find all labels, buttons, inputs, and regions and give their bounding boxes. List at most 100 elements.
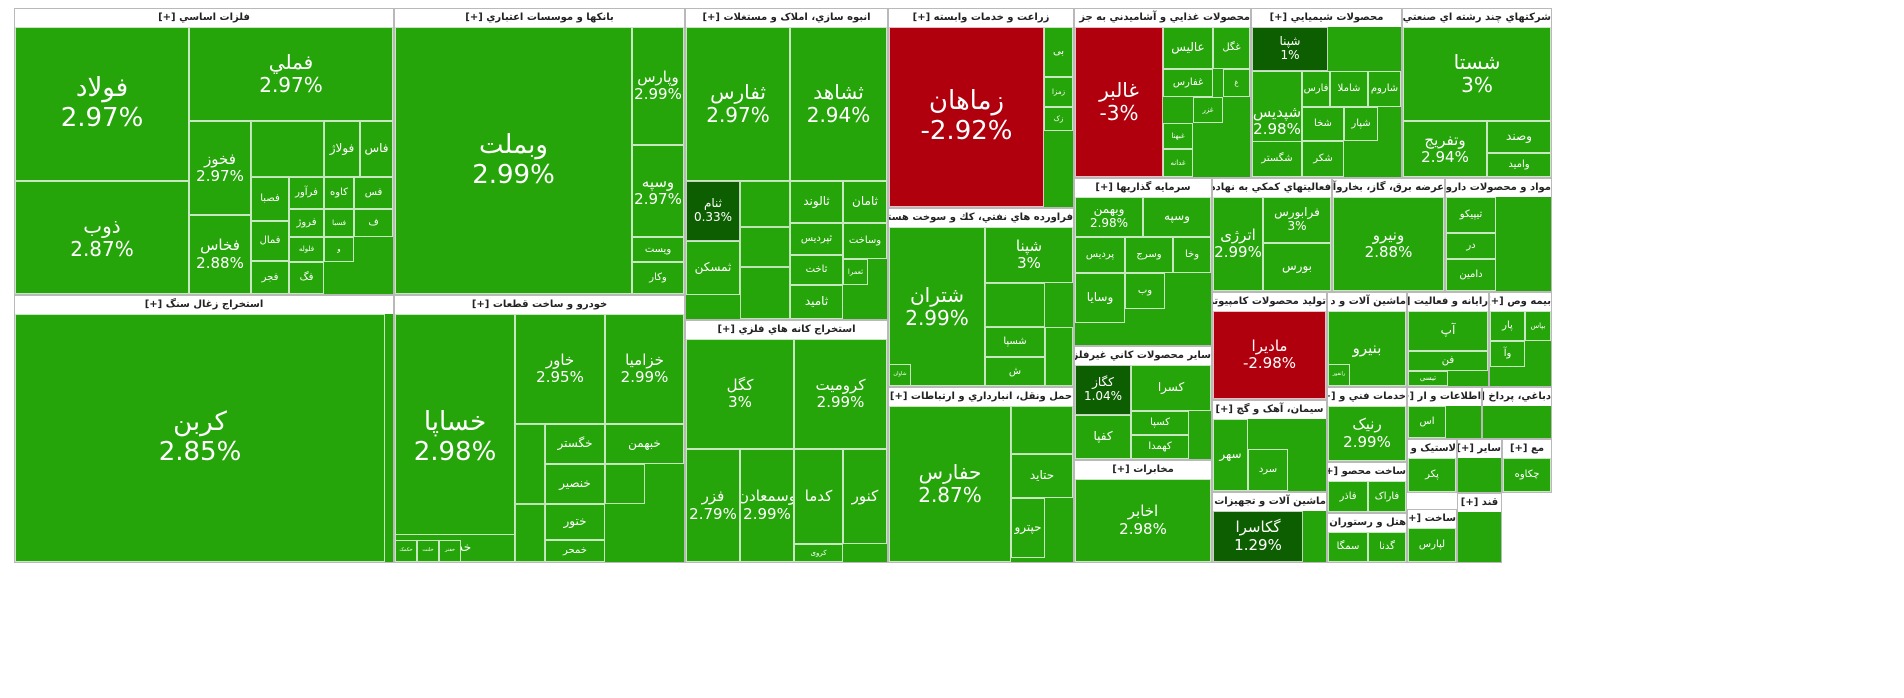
expand-marker[interactable]: [+] bbox=[1112, 464, 1130, 475]
sector-header[interactable]: محصولات غذايي و آشاميدني به جز قند و شكر… bbox=[1075, 9, 1250, 27]
stock-tile[interactable]: پردیس bbox=[1075, 237, 1125, 273]
sector-header[interactable]: فعاليتهاي كمكي به نهادها [+] bbox=[1213, 179, 1331, 197]
stock-tile[interactable]: وسایا bbox=[1075, 273, 1125, 323]
stock-tile[interactable]: شاملا bbox=[1330, 71, 1368, 107]
small-tile[interactable] bbox=[1011, 406, 1073, 454]
stock-tile[interactable]: ذوب 2.87% bbox=[15, 181, 189, 294]
sector-header[interactable]: لاستيک و [+] bbox=[1408, 440, 1456, 458]
stock-tile[interactable]: غزر bbox=[1193, 97, 1223, 123]
stock-tile[interactable]: ثامید bbox=[790, 285, 843, 319]
small-tile[interactable] bbox=[515, 424, 545, 504]
stock-tile[interactable]: وآ bbox=[1490, 341, 1525, 367]
sector-header[interactable]: زراعت و خدمات وابسته [+] bbox=[889, 9, 1073, 27]
stock-tile[interactable]: ثاخت bbox=[790, 255, 843, 285]
stock-tile[interactable]: فاراک bbox=[1368, 481, 1406, 512]
stock-tile[interactable]: وخا bbox=[1173, 237, 1211, 273]
stock-tile[interactable]: ثامان bbox=[843, 181, 887, 223]
expand-marker[interactable]: [+] bbox=[1408, 513, 1422, 524]
stock-tile[interactable]: ثشاهد 2.94% bbox=[790, 27, 887, 181]
stock-tile[interactable]: ختور bbox=[545, 504, 605, 540]
stock-tile[interactable]: فمال bbox=[251, 221, 289, 261]
stock-tile[interactable]: کهمدا bbox=[1131, 435, 1189, 459]
small-tile[interactable] bbox=[740, 227, 790, 267]
stock-tile[interactable]: شپار bbox=[1344, 107, 1378, 141]
stock-tile[interactable]: کگل 3% bbox=[686, 339, 794, 449]
stock-tile[interactable]: فخوز 2.97% bbox=[189, 121, 251, 215]
stock-tile[interactable]: فجر bbox=[251, 261, 289, 294]
stock-tile[interactable]: خگستر bbox=[545, 424, 605, 464]
stock-tile[interactable]: شاوان bbox=[889, 364, 911, 386]
stock-tile[interactable]: رانفور bbox=[1328, 364, 1350, 386]
stock-tile[interactable]: غفارس bbox=[1163, 69, 1213, 97]
sector-header[interactable]: سیمان، آهک و گچ [+] bbox=[1213, 401, 1326, 419]
stock-tile[interactable]: اترژی 2.99% bbox=[1213, 197, 1263, 291]
stock-tile[interactable]: ثمسکن bbox=[686, 241, 740, 295]
sector-header[interactable]: حمل ونقل، انبارداري و ارتباطات [+] bbox=[889, 388, 1073, 406]
stock-tile[interactable]: کفپا bbox=[1075, 415, 1131, 459]
sector-header[interactable]: عرضه برق، گاز، بخاروآب [+] bbox=[1333, 179, 1444, 197]
expand-marker[interactable]: [+] bbox=[1269, 12, 1288, 23]
stock-tile[interactable]: کدما bbox=[794, 449, 843, 544]
stock-tile[interactable]: ونیرو 2.88% bbox=[1333, 197, 1444, 291]
stock-tile[interactable]: دامین bbox=[1446, 259, 1496, 291]
sector-header[interactable]: خدمات فني و [+] bbox=[1328, 388, 1406, 406]
sector-header[interactable]: محصولات شيميايي [+] bbox=[1252, 9, 1401, 27]
stock-tile[interactable]: شگستر bbox=[1252, 141, 1302, 177]
stock-tile[interactable]: چکاوه bbox=[1503, 458, 1551, 492]
stock-tile[interactable]: وکار bbox=[632, 262, 684, 294]
expand-marker[interactable]: [+] bbox=[717, 324, 735, 335]
stock-tile[interactable]: وساخت bbox=[843, 223, 887, 259]
sector-header[interactable]: استخراج زغال سنگ [+] bbox=[15, 296, 393, 314]
sector-header[interactable]: هتل و رستوران [+] bbox=[1328, 514, 1406, 532]
sector-header[interactable]: مع [+] bbox=[1503, 440, 1551, 458]
stock-tile[interactable]: کسرا bbox=[1131, 365, 1211, 411]
stock-tile[interactable]: خساپا 2.98% bbox=[395, 314, 515, 562]
sector-header[interactable]: ساخت محصو [+] bbox=[1328, 463, 1406, 481]
sector-header[interactable]: توليد محصولات كامپيوتر [+] bbox=[1213, 293, 1326, 311]
stock-tile[interactable]: بی bbox=[1044, 27, 1073, 77]
stock-tile[interactable]: مادیرا -2.98% bbox=[1213, 311, 1326, 399]
sector-header[interactable]: قند [+] bbox=[1458, 494, 1501, 512]
small-tile[interactable] bbox=[740, 267, 790, 319]
stock-tile[interactable]: فملي 2.97% bbox=[189, 27, 393, 121]
small-tile[interactable] bbox=[740, 181, 790, 227]
stock-tile[interactable]: کگاز 1.04% bbox=[1075, 365, 1131, 415]
stock-tile[interactable]: فصبا bbox=[251, 177, 289, 221]
small-tile[interactable] bbox=[1045, 327, 1073, 386]
stock-tile[interactable]: خلنت bbox=[417, 540, 439, 562]
stock-tile[interactable]: کسپا bbox=[1131, 411, 1189, 435]
stock-tile[interactable]: غگل bbox=[1213, 27, 1250, 69]
expand-marker[interactable]: [+] bbox=[1328, 391, 1336, 402]
stock-tile[interactable]: شاروم bbox=[1368, 71, 1401, 107]
expand-marker[interactable]: [+] bbox=[1328, 466, 1339, 477]
stock-tile[interactable]: ف bbox=[354, 209, 393, 237]
stock-tile[interactable]: زماهان -2.92% bbox=[889, 27, 1044, 207]
small-tile[interactable] bbox=[251, 121, 324, 177]
stock-tile[interactable]: فس bbox=[354, 177, 393, 209]
sector-header[interactable]: ماشين آلات و تجهيزات [+] bbox=[1213, 493, 1326, 511]
stock-tile[interactable]: اخابر 2.98% bbox=[1075, 479, 1211, 562]
stock-tile[interactable]: فارس bbox=[1302, 71, 1330, 107]
stock-tile[interactable]: گدنا bbox=[1368, 532, 1406, 562]
stock-tile[interactable]: سهر bbox=[1213, 419, 1248, 491]
stock-tile[interactable]: لپارس bbox=[1408, 528, 1456, 562]
stock-tile[interactable]: غ bbox=[1223, 69, 1250, 97]
stock-tile[interactable]: فسبا bbox=[324, 209, 354, 237]
stock-tile[interactable]: شخا bbox=[1302, 107, 1344, 141]
stock-tile[interactable]: کروميت 2.99% bbox=[794, 339, 887, 449]
stock-tile[interactable]: فولاد 2.97% bbox=[15, 27, 189, 181]
stock-tile[interactable]: فولاژ bbox=[324, 121, 360, 177]
stock-tile[interactable]: فروژ bbox=[289, 209, 324, 237]
stock-tile[interactable]: بورس bbox=[1263, 243, 1331, 291]
stock-tile[interactable]: فن bbox=[1408, 351, 1488, 371]
stock-tile[interactable]: آپ bbox=[1408, 311, 1488, 351]
stock-tile[interactable]: وسپه bbox=[1143, 197, 1211, 237]
small-tile[interactable] bbox=[515, 504, 545, 562]
stock-tile[interactable]: شکر bbox=[1302, 141, 1344, 177]
stock-tile[interactable]: حپترو bbox=[1011, 498, 1045, 558]
small-tile[interactable] bbox=[985, 283, 1045, 327]
stock-tile[interactable]: ویست bbox=[632, 237, 684, 262]
sector-header[interactable]: شركتهاي چند رشته اي صنعتي [+] bbox=[1403, 9, 1551, 27]
stock-tile[interactable]: در bbox=[1446, 233, 1496, 259]
sector-header[interactable]: ساخت [+] bbox=[1408, 510, 1456, 528]
